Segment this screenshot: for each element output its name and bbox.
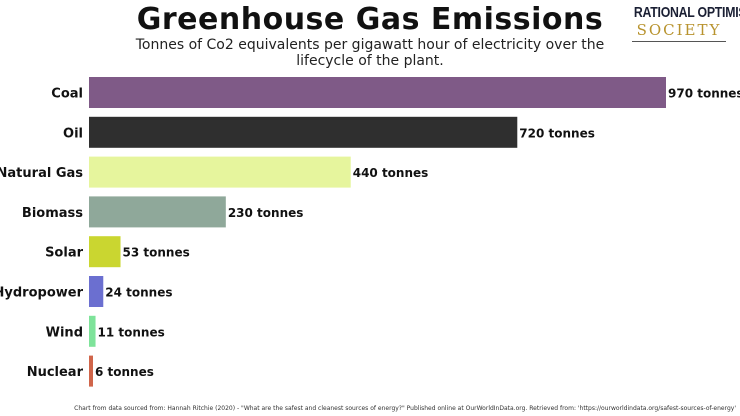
category-label: Hydropower — [0, 286, 84, 301]
data-label: 720 tonnes — [519, 126, 595, 140]
data-label: 6 tonnes — [95, 365, 154, 379]
data-label: 24 tonnes — [105, 286, 172, 300]
data-label: 440 tonnes — [353, 166, 429, 180]
source-note: Chart from data sourced from: Hannah Rit… — [74, 405, 736, 412]
data-label: 970 tonnes — [668, 87, 740, 101]
category-label: Nuclear — [27, 365, 84, 380]
category-label: Biomass — [22, 206, 83, 221]
chart-subtitle: Tonnes of Co2 equivalents per gigawatt h… — [135, 37, 605, 69]
category-label: Oil — [63, 126, 83, 141]
bar-solar — [89, 236, 121, 268]
category-label: Wind — [46, 325, 83, 340]
bar-wind — [89, 315, 96, 347]
category-label: Solar — [45, 246, 84, 261]
category-label: Coal — [51, 87, 83, 102]
data-label: 230 tonnes — [228, 206, 304, 220]
bar-biomass — [89, 196, 226, 228]
bar-natural-gas — [89, 156, 351, 188]
bar-oil — [89, 116, 518, 148]
bar-hydropower — [89, 276, 104, 307]
data-label: 53 tonnes — [123, 246, 190, 260]
logo-line1: RATIONAL OPTIMIST — [633, 4, 740, 21]
logo-line2: SOCIETY — [632, 21, 726, 42]
logo: RATIONAL OPTIMIST SOCIETY — [624, 4, 740, 42]
data-label: 11 tonnes — [98, 325, 165, 339]
chart-title: Greenhouse Gas Emissions — [136, 2, 604, 37]
category-label: Natural Gas — [0, 166, 83, 181]
bar-nuclear — [89, 355, 93, 387]
bar-coal — [89, 77, 666, 108]
